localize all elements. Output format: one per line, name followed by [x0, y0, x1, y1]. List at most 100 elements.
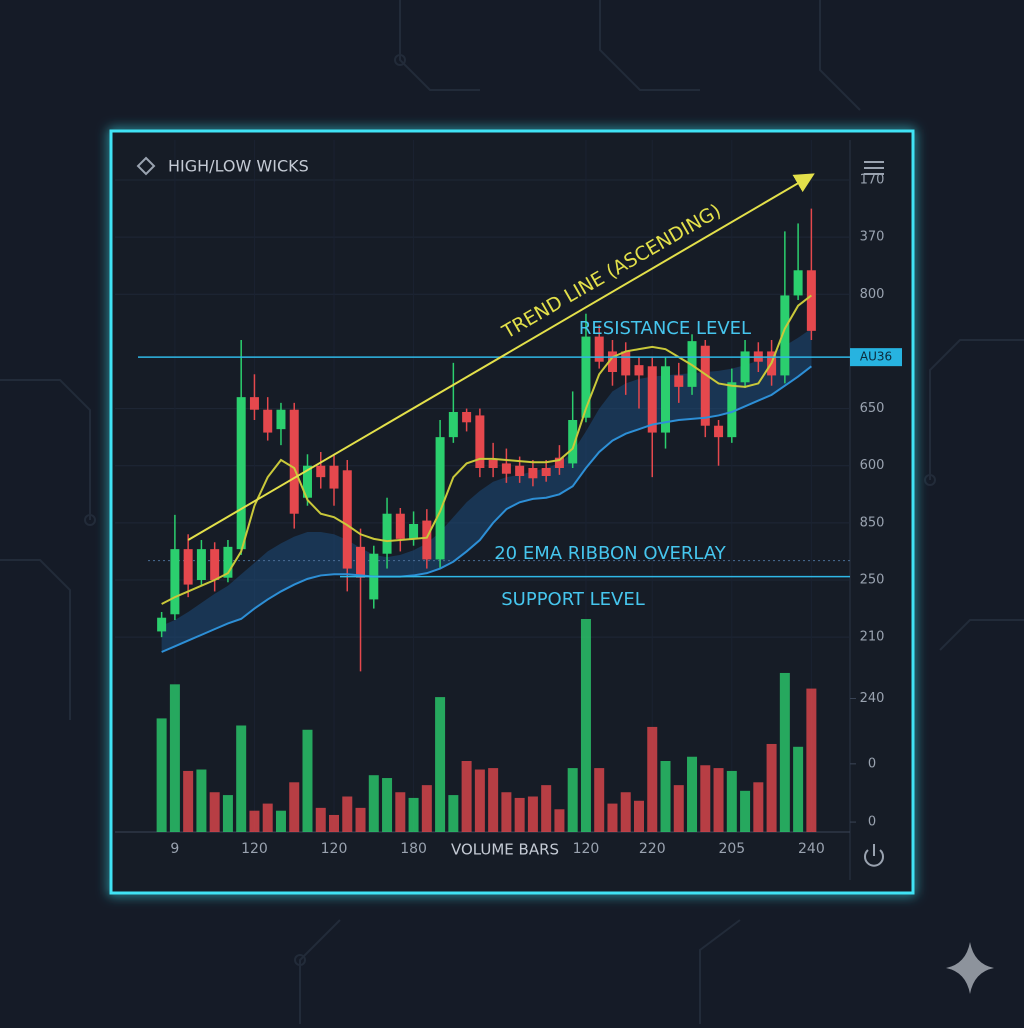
- candle-body: [382, 513, 392, 554]
- candle-body: [462, 412, 472, 423]
- volume-bar: [647, 726, 658, 832]
- candle-body: [448, 412, 458, 438]
- support-label: SUPPORT LEVEL: [501, 589, 645, 610]
- ribbon-label: 20 EMA RIBBON OVERLAY: [494, 543, 727, 564]
- volume-bar: [448, 795, 459, 832]
- candle-body: [342, 470, 352, 569]
- candle-body: [435, 437, 445, 560]
- candle-body: [289, 409, 299, 514]
- candle-body: [316, 465, 326, 478]
- volume-bar: [700, 765, 711, 832]
- volume-bar: [514, 797, 525, 832]
- candle-body: [661, 366, 671, 433]
- menu-icon[interactable]: [864, 161, 884, 175]
- candle-body: [422, 520, 432, 560]
- candle-body: [647, 366, 657, 433]
- volume-bar: [620, 792, 631, 832]
- y-tick-label: 600: [860, 458, 885, 473]
- volume-bar: [262, 803, 273, 832]
- volume-bar: [554, 809, 565, 832]
- candle-body: [554, 457, 564, 468]
- volume-tick-label: 240: [860, 691, 885, 706]
- volume-bar: [567, 768, 578, 832]
- candle-body: [581, 336, 591, 418]
- volume-bar: [329, 814, 340, 832]
- trend-line: [187, 173, 815, 541]
- y-tick-label: 800: [860, 287, 885, 302]
- candle-body: [740, 351, 750, 383]
- volume-bar: [580, 619, 591, 832]
- chart-frame: [109, 129, 915, 895]
- candle-body: [674, 375, 684, 387]
- volume-bar: [408, 797, 419, 832]
- volume-bar: [594, 768, 605, 832]
- volume-bar: [793, 746, 804, 832]
- resistance-badge-label: AU36: [860, 350, 892, 364]
- volume-bar: [236, 725, 247, 832]
- x-tick-label: 220: [639, 841, 666, 857]
- candle-body: [594, 336, 604, 362]
- candle-body: [210, 549, 220, 580]
- candle-body: [157, 617, 167, 632]
- ema-line: [161, 294, 812, 605]
- x-tick-label: 120: [241, 841, 268, 857]
- candle-body: [634, 365, 644, 376]
- resistance-badge: [850, 348, 902, 367]
- candle-body: [568, 420, 578, 464]
- volume-bar: [726, 770, 737, 832]
- candle-body: [475, 415, 485, 468]
- volume-bar: [302, 729, 313, 832]
- candle-body: [621, 351, 631, 376]
- x-tick-label: 120: [573, 841, 600, 857]
- candle-body: [395, 513, 405, 539]
- volume-bar: [435, 697, 446, 832]
- volume-bar: [461, 761, 472, 832]
- candle-body: [806, 270, 816, 331]
- x-axis-label: VOLUME BARS: [451, 841, 559, 859]
- volume-bar: [673, 785, 684, 832]
- title-icon: [136, 156, 156, 176]
- candle-body: [515, 465, 525, 476]
- resistance-label: RESISTANCE LEVEL: [579, 318, 751, 339]
- candle-body: [329, 465, 339, 489]
- volume-bar: [766, 743, 777, 832]
- candle-body: [727, 382, 737, 438]
- volume-bar: [806, 688, 817, 832]
- volume-bar: [607, 803, 618, 832]
- volume-bar: [541, 785, 552, 832]
- candle-body: [793, 270, 803, 296]
- volume-bar: [289, 782, 300, 832]
- volume-bar: [382, 778, 393, 832]
- volume-bar: [355, 807, 366, 832]
- y-tick-label: 250: [860, 573, 885, 588]
- volume-bar: [687, 756, 698, 832]
- candle-body: [223, 546, 233, 578]
- candle-body: [263, 409, 273, 433]
- x-tick-label: 9: [170, 841, 179, 857]
- sparkle-decoration: [946, 942, 994, 994]
- volume-bar: [249, 810, 260, 832]
- volume-bar: [740, 790, 751, 832]
- candle-body: [302, 465, 312, 498]
- volume-bar: [315, 807, 326, 832]
- volume-bar: [169, 684, 180, 832]
- candle-body: [541, 468, 551, 476]
- candle-body: [700, 345, 710, 426]
- candle-body: [607, 351, 617, 372]
- volume-bar: [753, 782, 764, 832]
- candle-body: [488, 460, 498, 468]
- candle-body: [276, 409, 286, 430]
- ema-line: [161, 365, 812, 653]
- candle-body: [409, 524, 419, 539]
- power-icon[interactable]: [864, 844, 884, 867]
- candle-body: [236, 397, 246, 550]
- volume-bar: [183, 770, 194, 832]
- volume-bar: [421, 785, 432, 832]
- candle-body: [196, 549, 206, 580]
- volume-bar: [660, 761, 671, 832]
- y-tick-label: 210: [860, 630, 885, 645]
- volume-bar: [501, 792, 512, 832]
- x-tick-label: 120: [321, 841, 348, 857]
- volume-bar: [779, 672, 790, 832]
